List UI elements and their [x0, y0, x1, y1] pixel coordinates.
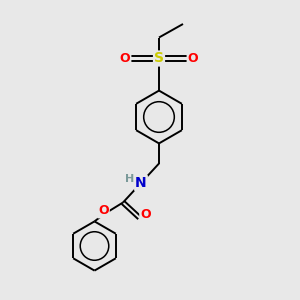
Text: H: H [125, 173, 134, 184]
Text: O: O [140, 208, 151, 221]
Text: O: O [120, 52, 130, 65]
Text: S: S [154, 52, 164, 65]
Text: O: O [188, 52, 198, 65]
Text: O: O [98, 204, 109, 218]
Text: N: N [135, 176, 147, 190]
